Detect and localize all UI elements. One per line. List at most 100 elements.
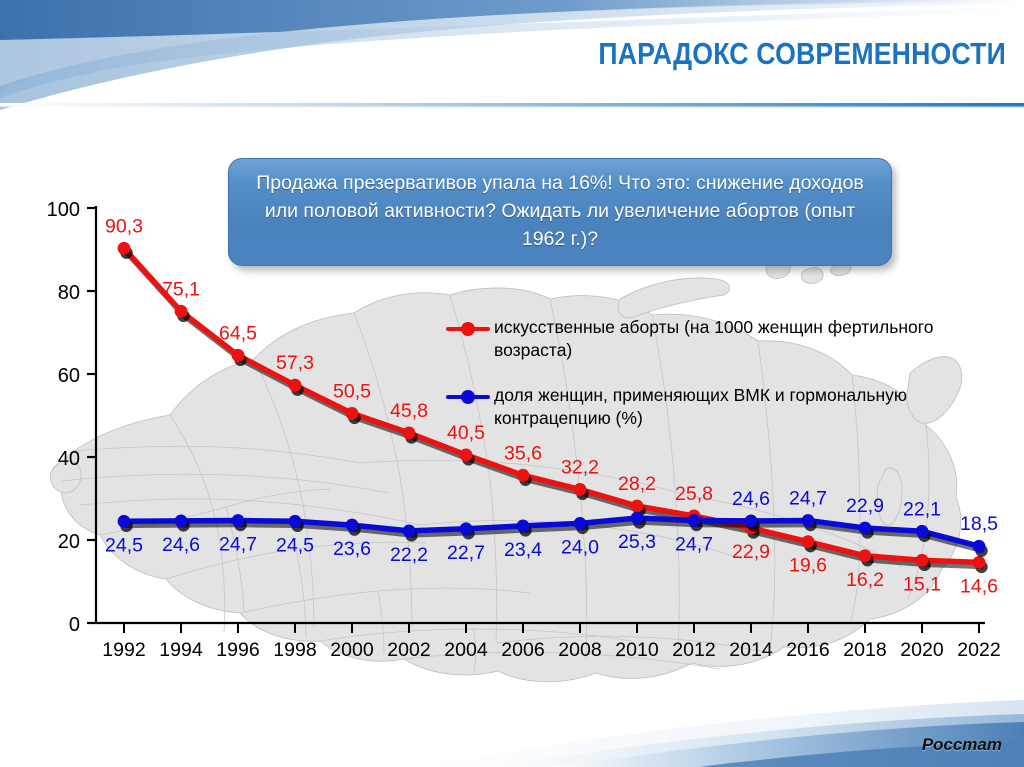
data-point <box>915 524 929 538</box>
y-tick-label: 40 <box>58 448 80 470</box>
x-tick-label: 2002 <box>387 639 430 661</box>
data-point <box>117 241 131 255</box>
data-label: 22,1 <box>903 498 941 520</box>
legend-marker-blue-icon <box>446 386 494 408</box>
y-tick-label: 0 <box>69 614 80 636</box>
data-point <box>117 514 131 528</box>
data-point <box>459 522 473 536</box>
data-label: 15,1 <box>903 573 941 595</box>
series-line <box>121 515 982 549</box>
data-point <box>231 514 245 527</box>
data-point <box>459 448 473 462</box>
data-label: 32,2 <box>561 456 599 478</box>
data-point <box>744 514 758 528</box>
legend-label-abortions: искусственные аборты (на 1000 женщин фер… <box>494 317 934 360</box>
series-line-shadow <box>123 519 985 553</box>
data-point <box>402 426 416 440</box>
source-attribution: Росстат <box>921 735 1002 754</box>
series-line <box>121 245 982 566</box>
chart-legend: искусственные аборты (на 1000 женщин фер… <box>446 316 976 452</box>
data-label: 14,6 <box>960 575 998 597</box>
chart-axes <box>87 206 985 633</box>
data-label: 64,5 <box>219 322 257 344</box>
data-point <box>573 482 587 496</box>
data-label: 24,6 <box>162 534 200 556</box>
page-title: ПАРАДОКС СОВРЕМЕННОСТИ <box>598 36 1006 71</box>
x-tick-label: 2008 <box>558 639 601 661</box>
data-point <box>858 549 872 563</box>
data-point <box>174 304 188 318</box>
data-point <box>288 378 302 392</box>
data-label: 40,5 <box>447 422 485 444</box>
y-axis-tick-labels: 0 20 40 60 80 100 <box>47 199 80 636</box>
x-tick-label: 2004 <box>444 639 488 661</box>
data-label: 90,3 <box>105 215 143 237</box>
data-label: 24,5 <box>276 534 314 556</box>
data-label: 25,3 <box>618 531 656 553</box>
x-tick-label: 2014 <box>729 639 773 661</box>
data-label: 24,5 <box>105 534 143 556</box>
data-point <box>630 511 644 525</box>
data-label: 75,1 <box>162 278 200 300</box>
x-tick-label: 2016 <box>786 639 829 661</box>
data-label: 35,6 <box>504 442 542 464</box>
data-point <box>801 535 815 549</box>
x-axis-tick-labels: 1992 1994 1996 1998 2000 2002 2004 2006 2008 2010… <box>102 639 1000 661</box>
data-point <box>915 553 929 567</box>
data-label: 24,0 <box>561 536 599 558</box>
data-label: 50,5 <box>333 380 371 402</box>
x-tick-label: 1996 <box>216 639 259 661</box>
data-label: 22,7 <box>447 542 485 564</box>
data-point <box>972 556 986 569</box>
data-point <box>858 521 872 535</box>
x-tick-label: 1992 <box>102 639 145 661</box>
data-label: 19,6 <box>789 555 827 577</box>
x-tick-label: 2012 <box>672 639 715 661</box>
data-label: 57,3 <box>276 352 314 374</box>
y-tick-label: 100 <box>47 199 80 221</box>
data-label: 22,9 <box>846 495 884 517</box>
data-point <box>174 514 188 528</box>
data-label: 22,2 <box>390 544 428 566</box>
y-tick-label: 80 <box>58 282 80 304</box>
legend-marker-red-icon <box>446 318 494 340</box>
data-point <box>630 499 644 513</box>
data-label: 18,5 <box>960 513 998 535</box>
y-tick-label: 60 <box>58 365 80 387</box>
data-label: 45,8 <box>390 400 428 422</box>
x-tick-label: 2006 <box>501 639 544 661</box>
data-label: 24,7 <box>219 533 257 555</box>
data-label: 24,7 <box>675 533 713 555</box>
x-tick-label: 2020 <box>900 639 944 661</box>
data-point <box>801 514 815 527</box>
chart-data-labels: 90,3 75,1 64,5 57,3 50,5 45,8 40,5 35,6 32,2 28,2… <box>105 215 998 597</box>
y-tick-label: 20 <box>58 531 80 553</box>
x-tick-label: 1998 <box>273 639 316 661</box>
legend-item-abortions: искусственные аборты (на 1000 женщин фер… <box>446 316 976 362</box>
data-point <box>516 519 530 533</box>
data-label: 25,8 <box>675 483 713 505</box>
x-tick-label: 2000 <box>330 639 374 661</box>
data-point <box>345 518 359 532</box>
data-label: 24,7 <box>789 487 827 509</box>
data-point <box>402 524 416 538</box>
data-label: 16,2 <box>846 569 884 591</box>
chart-series <box>117 241 988 574</box>
legend-label-contraception: доля женщин, применяющих ВМК и гормональ… <box>494 385 908 428</box>
legend-item-contraception: доля женщин, применяющих ВМК и гормональ… <box>446 384 976 430</box>
callout-box: Продажа презервативов упала на 16%! Что … <box>228 158 892 266</box>
x-tick-label: 2010 <box>615 639 659 661</box>
data-label: 22,9 <box>732 541 770 563</box>
data-label: 23,6 <box>333 538 371 560</box>
data-point <box>573 517 587 530</box>
data-label: 24,6 <box>732 488 770 510</box>
data-point <box>687 514 701 527</box>
x-tick-label: 2018 <box>843 639 886 661</box>
callout-text: Продажа презервативов упала на 16%! Что … <box>256 172 864 250</box>
x-tick-label: 1994 <box>159 639 203 661</box>
data-point <box>516 468 530 482</box>
data-label: 28,2 <box>618 473 656 495</box>
data-point <box>345 407 359 420</box>
